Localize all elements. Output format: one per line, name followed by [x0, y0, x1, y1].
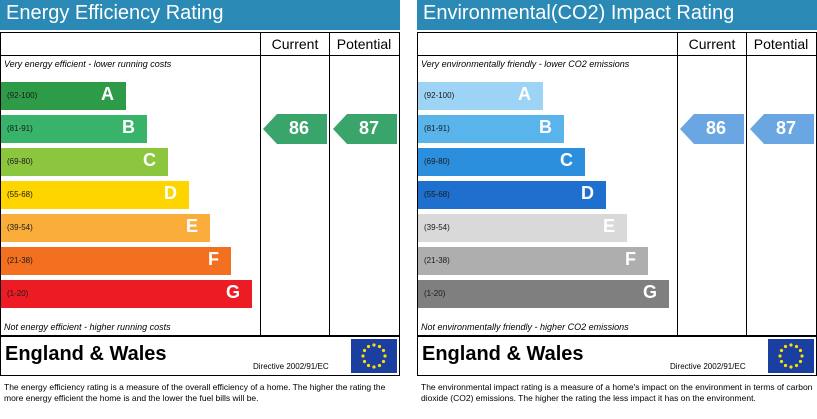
rating-description: The energy efficiency rating is a measur…	[4, 382, 386, 403]
region-name: England & Wales	[5, 343, 167, 365]
band-letter: B	[122, 117, 135, 137]
eu-stars-icon	[361, 343, 387, 369]
eu-stars-icon	[778, 343, 804, 369]
chart-frame	[0, 32, 400, 336]
rating-arrow-shape	[263, 114, 327, 144]
band-letter: D	[581, 183, 594, 203]
band-range: (39-54)	[424, 223, 450, 232]
band-letter: E	[185, 216, 198, 236]
band-range: (81-91)	[7, 124, 33, 133]
directive-label: Directive 2002/91/EC	[253, 362, 329, 371]
current-rating-arrow-value: 86	[705, 118, 727, 138]
potential-rating-arrow-value: 87	[358, 118, 380, 138]
band-range: (81-91)	[424, 124, 450, 133]
rating-band-d: (55-68) D	[418, 181, 606, 209]
rating-band-e: (39-54) E	[418, 214, 627, 242]
energy-efficiency-panel: Energy Efficiency Rating Current Potential…	[0, 0, 400, 419]
current-rating-arrow-value: 86	[288, 118, 310, 138]
column-header-potential: Potential	[753, 36, 809, 52]
band-range: (69-80)	[7, 157, 33, 166]
band-range: (55-68)	[424, 190, 450, 199]
rating-description: The environmental impact rating is a mea…	[421, 382, 813, 403]
panel-header: Environmental(CO2) Impact Rating	[417, 0, 817, 30]
header-divider	[0, 55, 400, 56]
band-range: (1-20)	[7, 289, 29, 298]
band-letter: G	[642, 282, 657, 302]
chart-title: Environmental(CO2) Impact Rating	[423, 2, 735, 24]
chart-title: Energy Efficiency Rating	[6, 2, 224, 24]
band-letter: F	[625, 249, 636, 269]
top-note: Very energy efficient - lower running co…	[4, 59, 172, 69]
eu-flag-icon	[768, 339, 814, 373]
column-header-current: Current	[271, 36, 319, 52]
current-rating-arrow: 86	[263, 114, 327, 144]
current-rating-arrow: 86	[680, 114, 744, 144]
rating-band-d: (55-68) D	[1, 181, 189, 209]
rating-band-g: (1-20) G	[418, 280, 669, 308]
band-letter: D	[164, 183, 177, 203]
band-letter: C	[560, 150, 573, 170]
band-range: (92-100)	[424, 91, 455, 100]
rating-band-f: (21-38) F	[418, 247, 648, 275]
band-range: (55-68)	[7, 190, 33, 199]
column-divider	[677, 32, 678, 336]
column-divider	[329, 32, 330, 336]
rating-band-c: (69-80) C	[1, 148, 168, 176]
potential-rating-arrow: 87	[750, 114, 814, 144]
band-range: (69-80)	[424, 157, 450, 166]
region-footer: England & Wales Directive 2002/91/EC	[417, 336, 817, 376]
rating-band-a: (92-100) A	[1, 82, 126, 110]
rating-band-b: (81-91) B	[1, 115, 147, 143]
rating-band-e: (39-54) E	[1, 214, 210, 242]
eu-flag-icon	[351, 339, 397, 373]
region-footer: England & Wales Directive 2002/91/EC	[0, 336, 400, 376]
column-divider	[260, 32, 261, 336]
bottom-note: Not energy efficient - higher running co…	[4, 322, 171, 332]
column-divider	[746, 32, 747, 336]
band-letter: C	[143, 150, 156, 170]
band-letter: G	[225, 282, 240, 302]
band-letter: A	[518, 84, 531, 104]
band-letter: F	[208, 249, 219, 269]
directive-label: Directive 2002/91/EC	[670, 362, 746, 371]
environmental-impact-panel: Environmental(CO2) Impact Rating Current P…	[417, 0, 817, 419]
band-letter: A	[101, 84, 114, 104]
top-note: Very environmentally friendly - lower CO…	[421, 59, 630, 69]
potential-rating-arrow: 87	[333, 114, 397, 144]
rating-arrow-shape	[680, 114, 744, 144]
rating-band-b: (81-91) B	[418, 115, 564, 143]
potential-rating-arrow-value: 87	[775, 118, 797, 138]
band-letter: B	[539, 117, 552, 137]
rating-band-a: (92-100) A	[418, 82, 543, 110]
rating-arrow-shape	[333, 114, 397, 144]
rating-arrow-shape	[750, 114, 814, 144]
band-range: (21-38)	[424, 256, 450, 265]
band-letter: E	[602, 216, 615, 236]
bottom-note: Not environmentally friendly - higher CO…	[421, 322, 629, 332]
column-header-potential: Potential	[336, 36, 392, 52]
region-name: England & Wales	[422, 343, 584, 365]
band-range: (39-54)	[7, 223, 33, 232]
rating-band-f: (21-38) F	[1, 247, 231, 275]
column-header-current: Current	[688, 36, 736, 52]
rating-band-c: (69-80) C	[418, 148, 585, 176]
header-divider	[417, 55, 817, 56]
rating-band-g: (1-20) G	[1, 280, 252, 308]
band-range: (92-100)	[7, 91, 38, 100]
band-range: (1-20)	[424, 289, 446, 298]
band-range: (21-38)	[7, 256, 33, 265]
panel-header: Energy Efficiency Rating	[0, 0, 400, 30]
